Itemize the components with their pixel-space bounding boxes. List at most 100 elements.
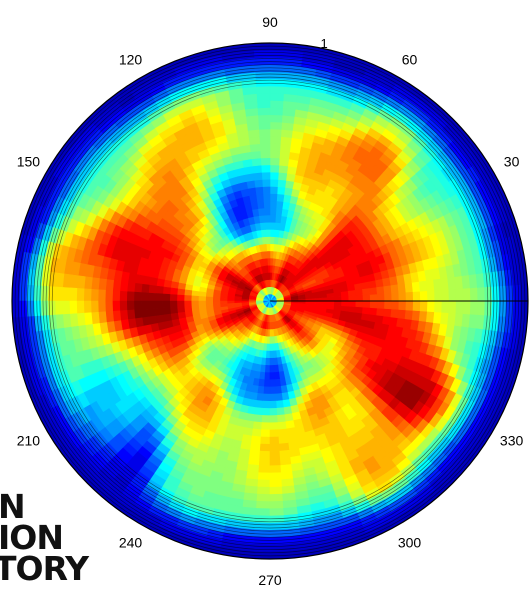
contour-cell [269, 193, 278, 202]
angle-tick-330: 330 [500, 433, 524, 449]
contour-cell [261, 357, 267, 366]
contour-cell [433, 311, 442, 324]
contour-cell [264, 372, 271, 381]
contour-cell [369, 307, 378, 316]
contour-cell [257, 385, 265, 395]
contour-cell [269, 543, 287, 553]
contour-cell [105, 310, 115, 323]
contour-cell [256, 393, 265, 402]
contour-cell [269, 49, 287, 59]
contour-cell [250, 442, 261, 452]
contour-cell [169, 294, 178, 302]
contour-cell [269, 386, 277, 395]
contour-cell [261, 178, 271, 187]
contour-cell [257, 486, 271, 495]
contour-cell [425, 279, 435, 292]
contour-cell [348, 300, 357, 307]
contour-cell [334, 295, 342, 302]
contour-cell [279, 143, 291, 153]
contour-cell [266, 343, 271, 352]
contour-cell [448, 300, 457, 314]
contour-cell [90, 288, 99, 302]
contour-cell [162, 300, 171, 309]
contour-cell [512, 300, 522, 318]
contour-cell [404, 281, 414, 293]
contour-cell [376, 285, 385, 295]
contour-cell [104, 289, 113, 302]
contour-cell [258, 128, 271, 137]
contour-cell [61, 300, 71, 315]
contour-cell [198, 291, 207, 298]
contour-cell [269, 500, 284, 510]
contour-cell [462, 287, 471, 302]
contour-cell [269, 250, 274, 259]
contour-cell [264, 214, 271, 223]
contour-cell [233, 298, 242, 302]
contour-cell [133, 300, 142, 311]
contour-cell [148, 308, 157, 318]
contour-cell [257, 121, 271, 130]
contour-cell [405, 300, 414, 311]
contour-cell [119, 300, 128, 312]
contour-cell [169, 300, 178, 308]
contour-cell [279, 442, 290, 452]
contour-cell [477, 300, 486, 316]
contour-cell [269, 465, 282, 474]
contour-cell [369, 293, 378, 302]
contour-cell [269, 236, 275, 245]
contour-cell [140, 292, 149, 302]
contour-cell [254, 407, 264, 416]
contour-cell [269, 486, 283, 495]
contour-cell [427, 289, 436, 302]
contour-cell [176, 300, 185, 308]
contour-cell [176, 294, 185, 302]
contour-cell [275, 200, 284, 209]
contour-cell [269, 393, 277, 402]
contour-cell [265, 350, 271, 359]
contour-cell [269, 229, 276, 237]
contour-cell [119, 290, 128, 302]
contour-cell [269, 458, 282, 467]
contour-cell [259, 450, 271, 459]
contour-cell [269, 164, 280, 173]
contour-cell [448, 288, 457, 302]
contour-cell [269, 214, 276, 223]
contour-cell [263, 200, 271, 209]
contour-cell [253, 543, 271, 553]
contour-cell [411, 281, 421, 292]
contour-cell [269, 379, 276, 388]
contour-cell [252, 171, 263, 181]
contour-cell [112, 290, 121, 302]
contour-cell [269, 71, 286, 80]
contour-cell [278, 428, 289, 438]
contour-cell [254, 522, 271, 531]
contour-cell [176, 288, 186, 296]
contour-cell [126, 281, 136, 293]
contour-cell [384, 300, 393, 310]
contour-cell [340, 305, 349, 312]
contour-cell [133, 282, 143, 293]
contour-cell [190, 300, 199, 307]
contour-cell [169, 287, 178, 296]
contour-cell [155, 307, 164, 317]
contour-cell [269, 85, 285, 94]
contour-cell [425, 310, 435, 323]
contour-cell [260, 164, 271, 173]
angle-tick-90: 90 [262, 14, 278, 30]
contour-cell [219, 297, 228, 302]
contour-cell [441, 288, 450, 302]
contour-cell [277, 171, 288, 181]
contour-cell [469, 287, 479, 302]
contour-cell [462, 300, 471, 315]
contour-cell [362, 300, 371, 308]
contour-cell [404, 309, 414, 321]
angle-tick-150: 150 [17, 154, 41, 170]
contour-cell [205, 292, 214, 298]
contour-cell [269, 508, 285, 517]
contour-cell [441, 300, 450, 314]
contour-cell [183, 289, 193, 297]
contour-cell [276, 400, 285, 409]
contour-cell [362, 306, 371, 315]
contour-cell [260, 157, 271, 166]
contour-cell [259, 150, 271, 159]
